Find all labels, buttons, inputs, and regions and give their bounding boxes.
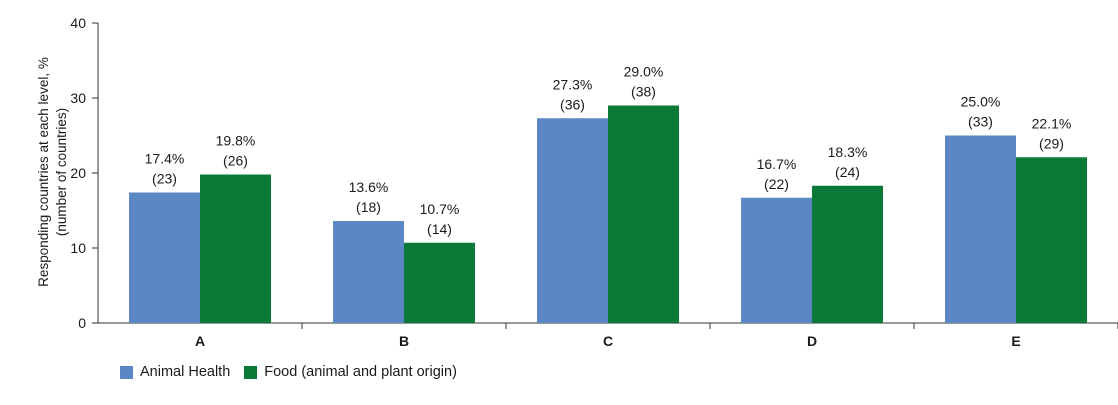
- bar: [537, 118, 608, 323]
- data-label-percent: 29.0%: [624, 64, 664, 80]
- data-label-count: (18): [356, 199, 381, 215]
- legend-item-animal-health: Animal Health: [120, 364, 230, 380]
- y-axis-label-line1: Responding countries at each level, %: [36, 57, 51, 287]
- bar: [1016, 157, 1087, 323]
- bar: [741, 197, 812, 323]
- data-label-count: (38): [631, 84, 656, 100]
- y-tick-label: 0: [78, 315, 86, 331]
- bar: [333, 221, 404, 323]
- bars: [129, 105, 1087, 323]
- data-label-count: (14): [427, 221, 452, 237]
- data-label-count: (26): [223, 153, 248, 169]
- data-label-percent: 22.1%: [1032, 115, 1072, 131]
- x-tick-label: A: [195, 333, 205, 349]
- x-tick-label: C: [603, 333, 613, 349]
- legend-swatch-food: [244, 365, 258, 379]
- x-axis: A B C D E: [195, 323, 1118, 349]
- x-tick-label: D: [807, 333, 817, 349]
- x-tick-label: E: [1011, 333, 1020, 349]
- data-label-count: (29): [1039, 135, 1064, 151]
- legend-swatch-animal-health: [120, 365, 133, 379]
- y-axis-label-line2: (number of countries): [54, 108, 69, 236]
- y-tick-label: 10: [70, 240, 86, 256]
- data-label-percent: 25.0%: [961, 94, 1001, 110]
- data-label-percent: 17.4%: [145, 151, 185, 167]
- data-label-count: (23): [152, 171, 177, 187]
- bar: [608, 105, 679, 323]
- bar: [200, 174, 271, 323]
- legend-label-animal-health: Animal Health: [140, 364, 231, 380]
- data-label-count: (36): [560, 96, 585, 112]
- bar: [404, 242, 475, 323]
- data-labels: 17.4% (23) 19.8% (26) 13.6% (18) 10.7% (14) 27.3…: [145, 64, 1072, 237]
- data-label-percent: 19.8%: [216, 133, 256, 149]
- data-label-percent: 13.6%: [349, 179, 389, 195]
- y-tick-label: 30: [70, 90, 86, 106]
- data-label-percent: 16.7%: [757, 156, 797, 172]
- data-label-percent: 10.7%: [420, 201, 460, 217]
- legend-item-food: Food (animal and plant origin): [244, 364, 457, 380]
- bar: [945, 135, 1016, 323]
- data-label-count: (22): [764, 176, 789, 192]
- bar: [812, 185, 883, 323]
- y-tick-label: 20: [70, 165, 86, 181]
- y-tick-label: 40: [70, 15, 86, 31]
- legend: Animal Health Food (animal and plant ori…: [120, 364, 471, 380]
- x-tick-label: B: [399, 333, 409, 349]
- bar: [129, 192, 200, 323]
- data-label-count: (33): [968, 114, 993, 130]
- data-label-count: (24): [835, 164, 860, 180]
- legend-label-food: Food (animal and plant origin): [264, 364, 457, 380]
- data-label-percent: 18.3%: [828, 144, 868, 160]
- data-label-percent: 27.3%: [553, 76, 593, 92]
